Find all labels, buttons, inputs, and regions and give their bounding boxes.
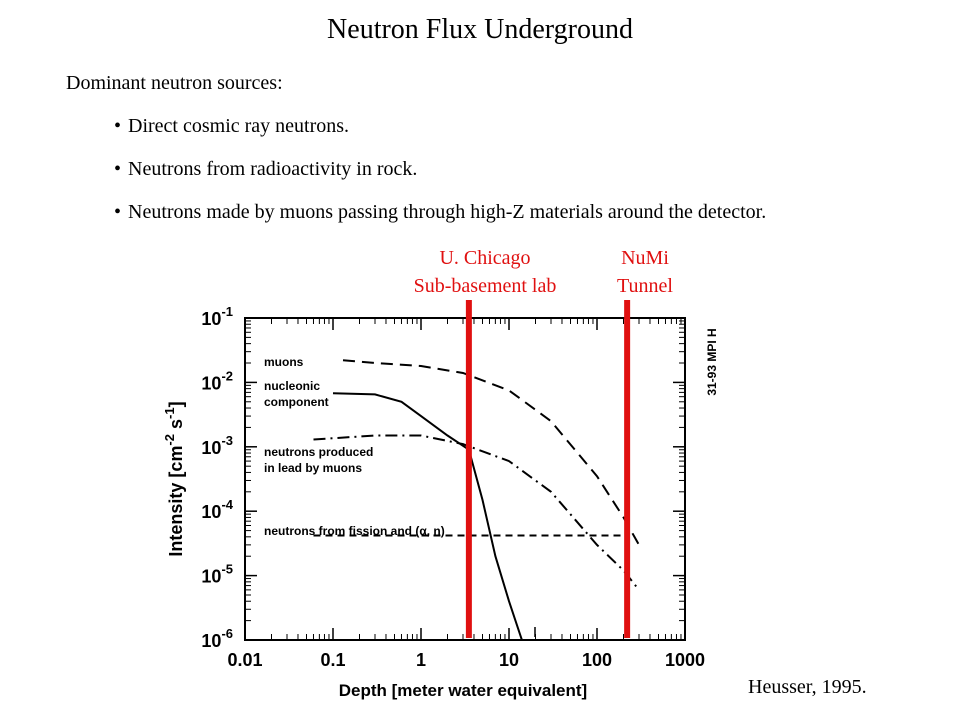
series-label: neutrons produced [264, 445, 373, 459]
bullet-item: • Direct cosmic ray neutrons. [114, 115, 350, 137]
y-tick-label: 10-3 [201, 433, 233, 458]
x-tick-label: 0.01 [227, 650, 262, 670]
marker-label-line: Tunnel [617, 275, 673, 297]
slide-title: Neutron Flux Underground [327, 14, 633, 45]
y-axis-label: Intensity [cm-2 s-1] [162, 401, 186, 556]
y-tick-label: 10-1 [201, 304, 233, 329]
bullet-list: • Direct cosmic ray neutrons. • Neutrons f… [114, 114, 766, 243]
x-axis-label: Depth [meter water equivalent] [339, 681, 587, 700]
bullet-item: • Neutrons from radioactivity in rock. [114, 158, 418, 180]
bullet-item: • Neutrons made by muons passing through … [114, 201, 767, 223]
marker-label-line: Sub-basement lab [413, 275, 557, 297]
series-line [313, 434, 640, 591]
x-tick-label: 100 [582, 650, 612, 670]
bullet-text: Neutrons made by muons passing through h… [128, 201, 767, 223]
series-label: in lead by muons [264, 461, 362, 475]
y-tick-label: 10-2 [201, 368, 233, 393]
bullet-text: Neutrons from radioactivity in rock. [128, 158, 418, 180]
intro-text: Dominant neutron sources: [66, 72, 283, 94]
y-tick-label: 10-4 [201, 497, 233, 522]
numi-marker-label: NuMi Tunnel [590, 244, 700, 300]
series-line [342, 359, 640, 546]
series-label: muons [264, 355, 304, 369]
marker-label-line: NuMi [621, 247, 669, 269]
uchicago-marker-label: U. Chicago Sub-basement lab [380, 244, 590, 300]
y-tick-label: 10-6 [201, 626, 233, 651]
x-tick-label: 10 [499, 650, 519, 670]
x-tick-label: 1 [416, 650, 426, 670]
x-tick-label: 1000 [665, 650, 705, 670]
plot-frame [244, 317, 686, 641]
series-label: neutrons from fission and (α, n) [264, 524, 445, 538]
series-line [332, 392, 523, 641]
marker-label-line: U. Chicago [439, 247, 531, 269]
credit-text: Heusser, 1995. [748, 676, 867, 698]
series-label: nucleonic [264, 379, 320, 393]
series-label: component [264, 395, 329, 409]
bullet-text: Direct cosmic ray neutrons. [128, 115, 350, 137]
corner-annotation: 31-93 MPI H [705, 328, 719, 395]
y-tick-label: 10-5 [201, 562, 233, 587]
x-tick-label: 0.1 [320, 650, 345, 670]
